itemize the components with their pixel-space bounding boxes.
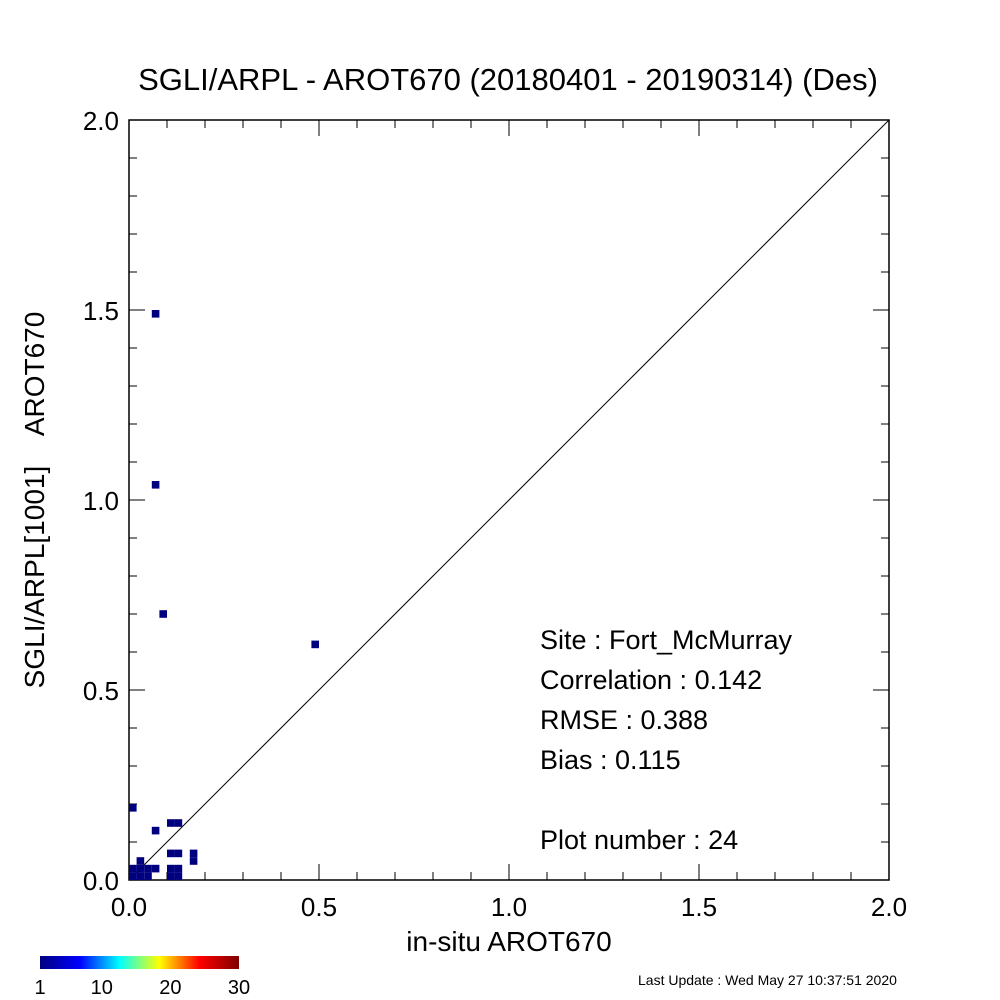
data-point xyxy=(174,849,183,858)
data-point xyxy=(189,857,198,865)
y-tick-labels: 0.0 0.5 1.0 1.5 2.0 xyxy=(83,106,119,896)
stats-rmse: RMSE : 0.388 xyxy=(540,705,708,735)
y-tick-label: 2.0 xyxy=(83,106,119,136)
x-tick-labels: 0.0 0.5 1.0 1.5 2.0 xyxy=(111,892,907,922)
data-point xyxy=(174,872,183,880)
data-point xyxy=(136,857,145,865)
data-point xyxy=(151,864,160,873)
plot-area xyxy=(128,119,890,881)
data-point xyxy=(129,872,137,880)
data-point xyxy=(151,310,160,318)
data-point xyxy=(151,481,160,489)
data-point xyxy=(144,864,152,873)
data-point xyxy=(167,864,175,873)
data-point xyxy=(151,826,160,835)
axis-ticks xyxy=(128,119,890,881)
data-point xyxy=(136,864,145,873)
y-tick-label: 1.0 xyxy=(83,486,119,516)
y-tick-label: 0.0 xyxy=(83,866,119,896)
x-tick-label: 2.0 xyxy=(871,892,907,922)
colorbar: 1 10 20 30 xyxy=(34,956,250,999)
data-point xyxy=(167,819,175,827)
y-tick-label: 1.5 xyxy=(83,296,119,326)
one-to-one-line xyxy=(128,119,890,881)
colorbar-tick-label: 20 xyxy=(159,977,181,999)
colorbar-tick-labels: 1 10 20 30 xyxy=(34,977,250,999)
data-point xyxy=(167,872,175,880)
stats-site: Site : Fort_McMurray xyxy=(540,625,793,655)
data-points xyxy=(129,310,319,880)
colorbar-tick-label: 1 xyxy=(34,977,45,999)
colorbar-gradient xyxy=(40,956,239,969)
stats-plot-number: Plot number : 24 xyxy=(540,825,738,855)
data-point xyxy=(159,610,167,618)
y-axis-label: SGLI/ARPL[1001] AROT670 xyxy=(19,312,50,689)
x-tick-label: 0.0 xyxy=(111,892,147,922)
x-tick-label: 1.0 xyxy=(491,892,527,922)
data-point xyxy=(129,804,137,812)
data-point xyxy=(311,640,319,649)
data-point xyxy=(174,864,183,873)
x-axis-label: in-situ AROT670 xyxy=(406,926,611,957)
stats-correlation: Correlation : 0.142 xyxy=(540,665,762,695)
x-tick-label: 0.5 xyxy=(301,892,337,922)
data-point xyxy=(167,849,175,858)
chart-title: SGLI/ARPL - AROT670 (20180401 - 20190314… xyxy=(138,62,878,97)
data-point xyxy=(129,864,137,873)
last-update: Last Update : Wed May 27 10:37:51 2020 xyxy=(638,972,897,988)
stats-box: Site : Fort_McMurray Correlation : 0.142… xyxy=(540,625,793,855)
y-tick-label: 0.5 xyxy=(83,676,119,706)
stats-bias: Bias : 0.115 xyxy=(540,745,681,775)
data-point xyxy=(144,872,152,880)
data-point xyxy=(174,819,183,827)
colorbar-tick-label: 30 xyxy=(228,977,250,999)
data-point xyxy=(136,872,145,880)
colorbar-tick-label: 10 xyxy=(91,977,113,999)
data-point xyxy=(189,849,198,858)
x-tick-label: 1.5 xyxy=(681,892,717,922)
